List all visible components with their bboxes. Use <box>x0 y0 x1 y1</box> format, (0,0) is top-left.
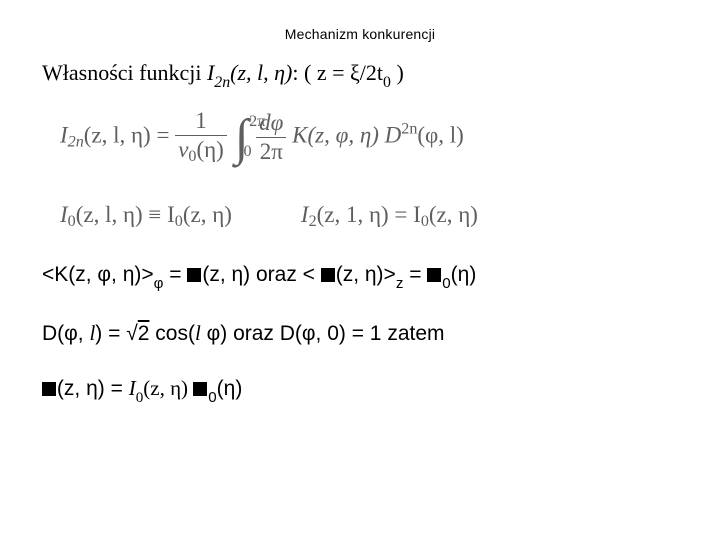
l2-cos1: cos( <box>149 322 195 345</box>
l1-b-args: (z, η)> <box>336 263 396 286</box>
f1-tail: K(z, φ, η) D <box>292 123 401 148</box>
f2-b-args2: (z, η) <box>429 202 478 227</box>
l1-a: <K(z, φ, η)> <box>42 263 154 286</box>
formula-1: I2n(z, l, η) = 1 ν0(η) ∫ 2π 0 dφ 2π K(z,… <box>60 108 464 166</box>
square-icon <box>187 268 201 282</box>
title-paren-end: ) <box>391 60 404 85</box>
f1-int: ∫ 2π 0 <box>235 120 249 155</box>
l3-c-sub: 0 <box>208 389 216 406</box>
f2-a-sub2: 0 <box>175 213 183 230</box>
f1-frac1-bar <box>175 135 227 136</box>
line-1: <K(z, φ, η)>φ = (z, η) oraz < (z, η)>z =… <box>42 260 678 292</box>
line-2: D(φ, l) = √2 cos(l φ) oraz D(φ, 0) = 1 z… <box>42 319 678 348</box>
l1-a-mid: = <box>163 263 187 286</box>
f2-b-sub: 2 <box>309 213 317 230</box>
l1-b-mid: = <box>403 263 427 286</box>
l1-c-sub: 0 <box>442 275 450 292</box>
f2-a-pre: I <box>60 202 68 227</box>
f1-lhs-pre: I <box>60 123 68 148</box>
f1-frac1-num: 1 <box>175 108 227 134</box>
f1-int-bot: 0 <box>243 146 251 157</box>
l1-b-sub: z <box>396 275 404 292</box>
f1-frac1-den-pre: ν <box>178 137 188 162</box>
f2-a-args: (z, l, η) ≡ I <box>76 202 175 227</box>
f2-b-sub2: 0 <box>421 213 429 230</box>
title-paren-sub: 0 <box>383 74 391 91</box>
f1-frac2-den: 2π <box>256 139 286 165</box>
l3-b-pre: I <box>129 376 136 400</box>
l3-b-args: (z, η) <box>143 376 193 400</box>
f2-b-pre: I <box>301 202 309 227</box>
f2-a-sub: 0 <box>68 213 76 230</box>
line-3: (z, η) = I0(z, η) 0(η) <box>42 374 678 407</box>
f2-b-args: (z, 1, η) = I <box>317 202 421 227</box>
square-icon <box>42 382 56 396</box>
f2-gap <box>238 202 296 227</box>
f1-tail-args: (φ, l) <box>417 123 463 148</box>
l2-cos2: φ) oraz D(φ, 0) = 1 zatem <box>201 322 445 345</box>
f1-int-top: 2π <box>249 116 265 127</box>
l3-b-sub: 0 <box>136 390 144 406</box>
title-line: Własności funkcji I2n(z, l, η): ( z = ξ/… <box>42 60 678 90</box>
l1-c-args: (η) <box>451 263 477 286</box>
l1-a-sub: φ <box>154 275 164 292</box>
l2-pre: D(φ, <box>42 322 89 345</box>
slide-header: Mechanizm konkurencji <box>42 26 678 42</box>
f1-frac1-den-args: (η) <box>196 137 223 162</box>
f1-lhs-args: (z, l, η) = <box>84 123 175 148</box>
formula-block: I2n(z, l, η) = 1 ν0(η) ∫ 2π 0 dφ 2π K(z,… <box>60 104 678 254</box>
l1-a-args: (z, η) oraz < <box>202 263 320 286</box>
title-prefix: Własności funkcji <box>42 60 207 85</box>
formula-2: I0(z, l, η) ≡ I0(z, η) I2(z, 1, η) = I0(… <box>60 202 478 231</box>
square-icon <box>427 268 441 282</box>
l3-a-args: (z, η) = <box>57 377 129 400</box>
square-icon <box>321 268 335 282</box>
slide-page: Mechanizm konkurencji Własności funkcji … <box>0 0 720 540</box>
f1-frac1-den: ν0(η) <box>175 137 227 166</box>
title-func-sub: 2n <box>214 74 230 91</box>
l3-c-args: (η) <box>217 377 243 400</box>
l2-rad: 2 <box>138 322 150 345</box>
square-icon <box>193 382 207 396</box>
f1-frac1: 1 ν0(η) <box>175 108 227 166</box>
f1-lhs-sub: 2n <box>68 134 84 151</box>
f1-tail-sup: 2n <box>401 121 417 138</box>
title-paren: ( z = ξ/2t <box>299 60 384 85</box>
f2-a-args2: (z, η) <box>183 202 232 227</box>
l2-mid: ) = √ <box>95 322 137 345</box>
title-args: (z, l, η) <box>230 60 292 85</box>
body-text: <K(z, φ, η)>φ = (z, η) oraz < (z, η)>z =… <box>42 260 678 407</box>
f1-frac2-bar <box>256 137 286 138</box>
